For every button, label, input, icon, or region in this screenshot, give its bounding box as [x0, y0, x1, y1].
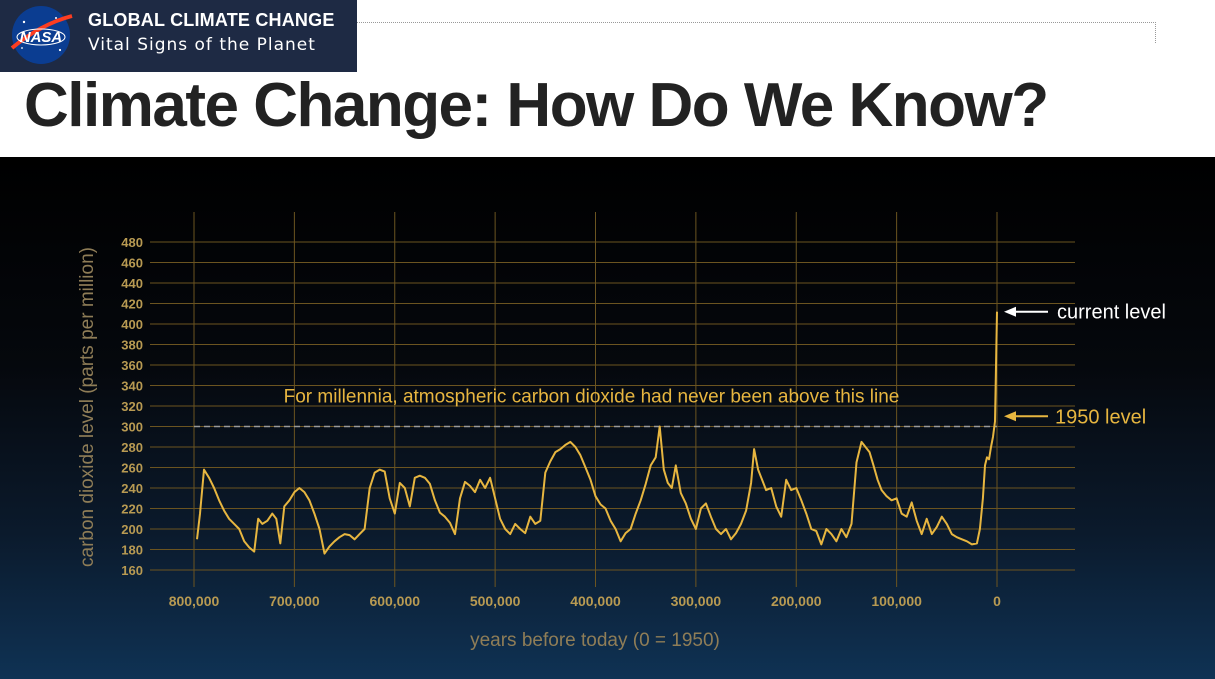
x-axis-label: years before today (0 = 1950): [470, 630, 720, 651]
y-tick-label: 380: [121, 338, 143, 353]
y-tick-label: 280: [121, 440, 143, 455]
y-tick-label: 440: [121, 276, 143, 291]
site-title: GLOBAL CLIMATE CHANGE: [88, 10, 335, 30]
x-tick-label: 500,000: [470, 593, 521, 609]
y-tick-label: 220: [121, 502, 143, 517]
y-tick-label: 240: [121, 481, 143, 496]
y-tick-label: 300: [121, 420, 143, 435]
x-tick-label: 600,000: [369, 593, 420, 609]
y-tick-label: 460: [121, 256, 143, 271]
y-tick-label: 340: [121, 379, 143, 394]
x-tick-label: 800,000: [169, 593, 220, 609]
x-tick-label: 100,000: [871, 593, 922, 609]
x-tick-label: 300,000: [671, 593, 722, 609]
y-tick-label: 320: [121, 399, 143, 414]
y-tick-label: 420: [121, 297, 143, 312]
co2-chart: 160 180 200 220 240 260 280 300 320 340 360 380 400 4…: [77, 212, 1166, 651]
x-tick-label: 0: [993, 593, 1001, 609]
current-level-label: current level: [1057, 302, 1166, 324]
y-tick-label: 160: [121, 563, 143, 578]
y-tick-label: 360: [121, 358, 143, 373]
nasa-logo-text: NASA: [20, 29, 63, 46]
site-subtitle: Vital Signs of the Planet: [88, 35, 316, 55]
y-tick-label: 260: [121, 461, 143, 476]
threshold-annotation: For millennia, atmospheric carbon dioxid…: [284, 387, 900, 408]
level1950-label: 1950 level: [1055, 406, 1146, 428]
y-tick-label: 480: [121, 235, 143, 250]
y-axis-label: carbon dioxide level (parts per million): [77, 247, 98, 567]
co2-chart-panel: 160 180 200 220 240 260 280 300 320 340 360 380 400 4…: [0, 157, 1215, 679]
x-tick-label: 400,000: [570, 593, 621, 609]
co2-series-line: [196, 311, 998, 555]
y-tick-label: 180: [121, 543, 143, 558]
brand-text: GLOBAL CLIMATE CHANGE Vital Signs of the…: [88, 10, 335, 55]
x-tick-label: 700,000: [269, 593, 320, 609]
x-tick-label: 200,000: [771, 593, 822, 609]
current-level-arrow-icon: [1004, 306, 1016, 317]
nasa-brand-banner[interactable]: NASA GLOBAL CLIMATE CHANGE Vital Signs o…: [0, 0, 357, 72]
level1950-arrow-icon: [1004, 411, 1016, 422]
y-tick-label: 200: [121, 522, 143, 537]
header-dotted-box: [357, 22, 1156, 43]
page-headline: Climate Change: How Do We Know?: [24, 71, 1049, 140]
y-tick-label: 400: [121, 317, 143, 332]
nasa-logo-icon[interactable]: NASA: [6, 4, 76, 66]
